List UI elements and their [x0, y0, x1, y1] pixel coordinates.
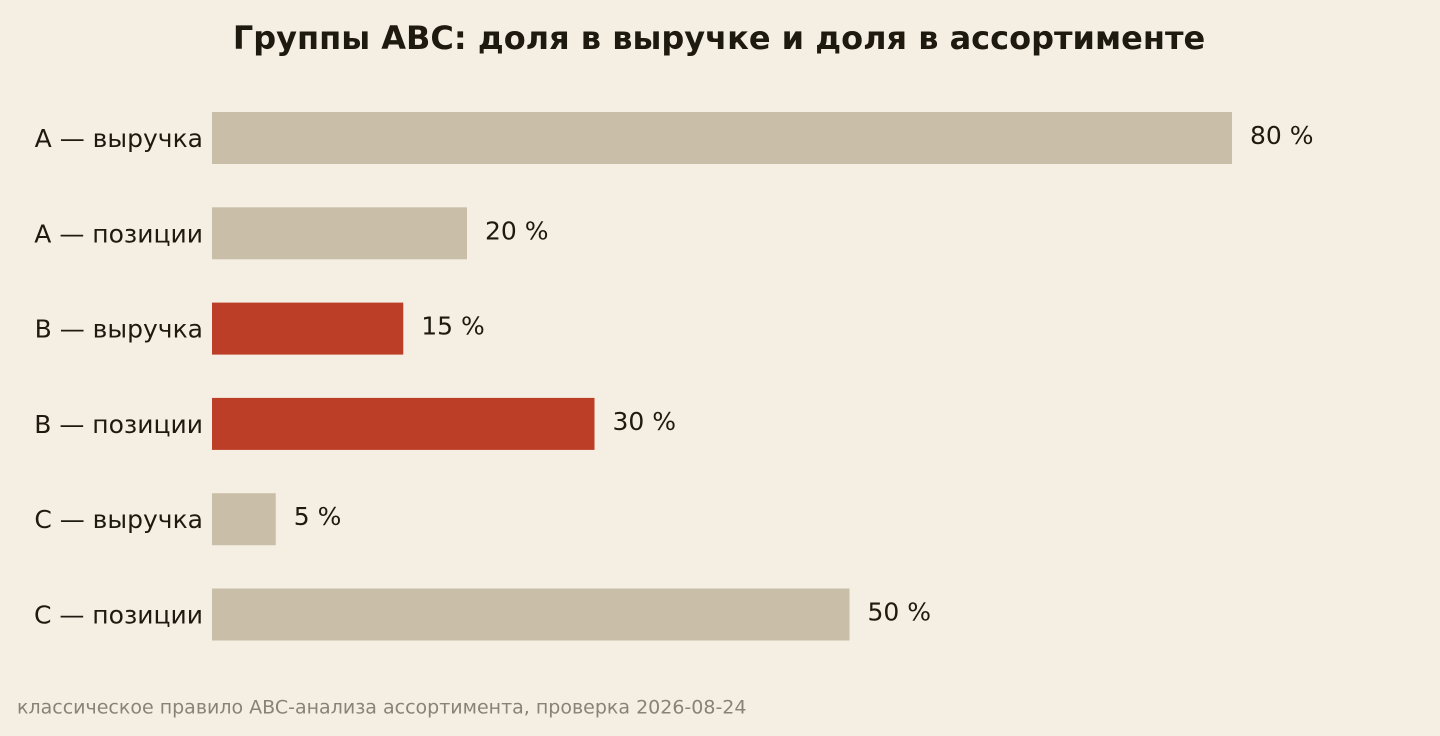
bar [212, 493, 276, 546]
value-label: 30 % [613, 407, 677, 436]
category-label: B — позиции [34, 410, 203, 439]
category-label: B — выручка [35, 315, 203, 344]
value-label: 20 % [485, 216, 549, 245]
category-label: C — выручка [34, 505, 203, 534]
category-label: C — позиции [34, 601, 203, 630]
category-label: A — позиции [34, 219, 203, 248]
bar [212, 207, 467, 260]
value-label: 15 % [421, 312, 485, 341]
bar [212, 112, 1232, 164]
bar [212, 397, 595, 450]
bar [212, 302, 404, 355]
value-label: 5 % [294, 502, 342, 531]
value-label: 80 % [1250, 121, 1314, 150]
footnote: классическое правило ABC-анализа ассорти… [17, 697, 747, 719]
bar [212, 588, 850, 641]
chart-title: Группы ABC: доля в выручке и доля в ассо… [233, 19, 1205, 57]
category-label: A — выручка [35, 124, 203, 153]
value-label: 50 % [868, 598, 932, 627]
